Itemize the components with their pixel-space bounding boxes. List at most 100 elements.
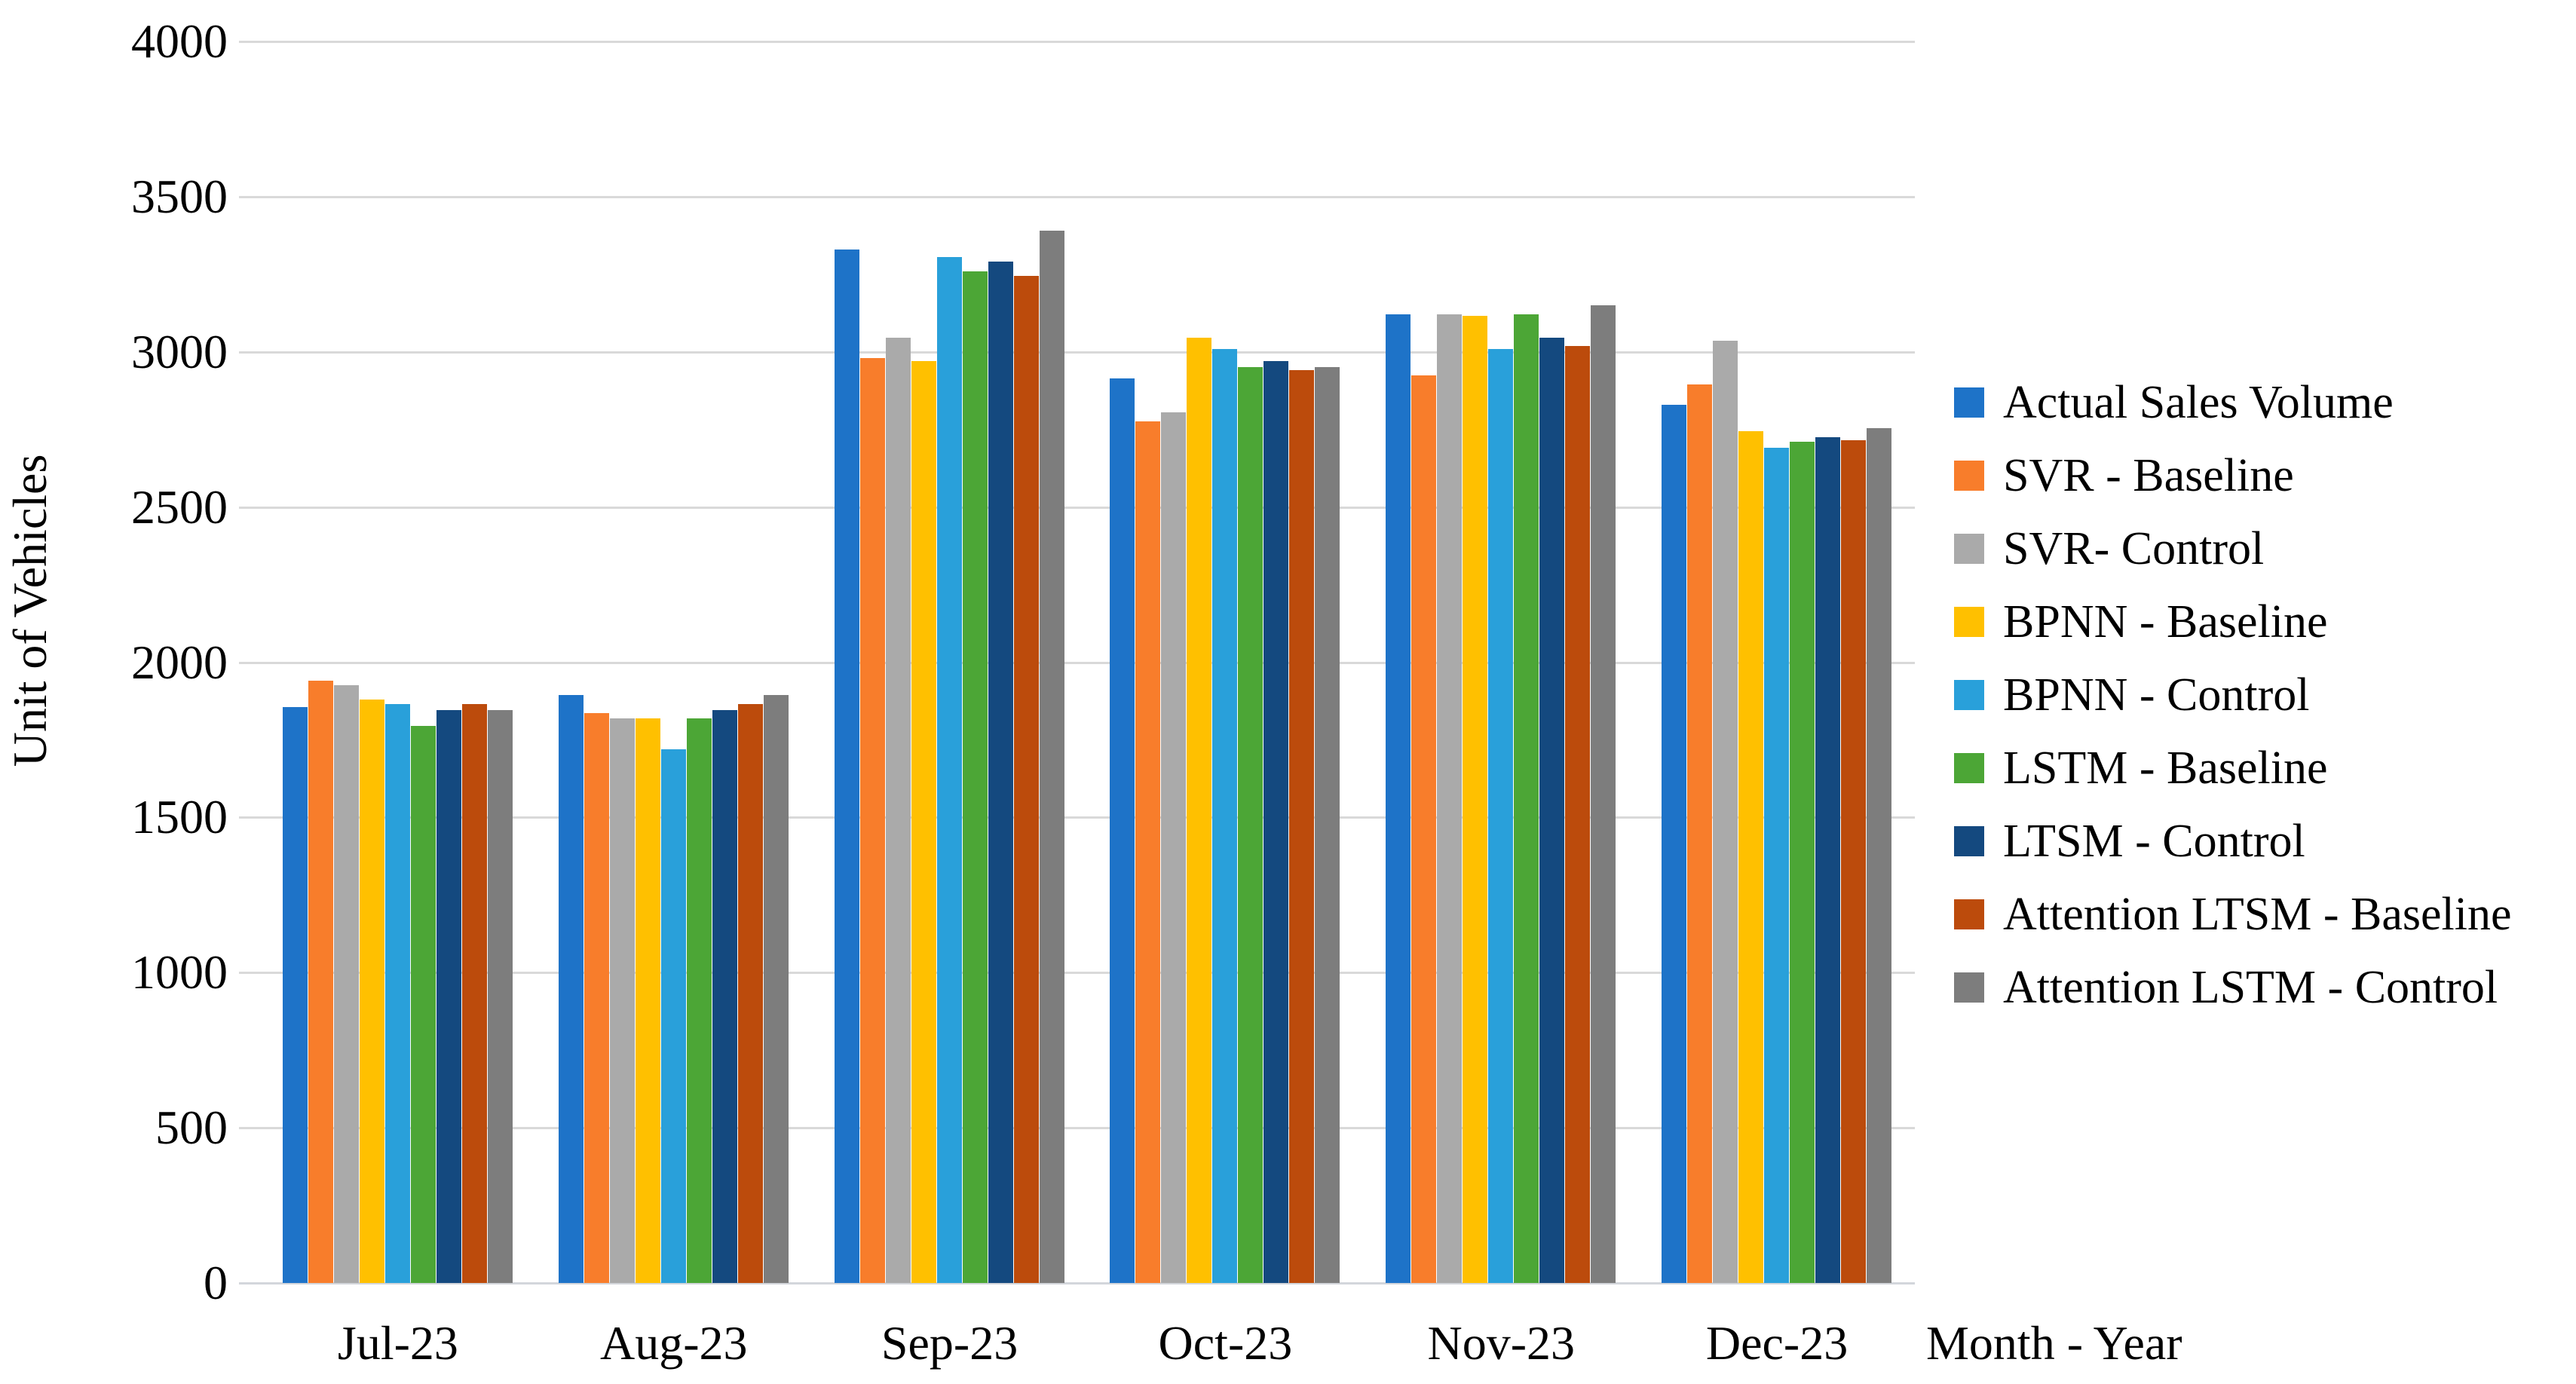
- x-tick-label: Sep-23: [881, 1316, 1018, 1370]
- bar: [885, 338, 911, 1283]
- legend-item: LSTM - Baseline: [1954, 744, 2512, 792]
- legend: Actual Sales Volume SVR - Baseline SVR- Co…: [1954, 378, 2512, 1036]
- bar: [712, 710, 737, 1283]
- x-axis-title: Month - Year: [1926, 1316, 2182, 1370]
- y-tick-label: 2500: [131, 479, 228, 534]
- legend-swatch: [1954, 753, 1984, 783]
- gridline: [239, 972, 1915, 975]
- bar: [1815, 436, 1841, 1283]
- bar: [1187, 338, 1212, 1283]
- y-tick-label: 1000: [131, 945, 228, 1000]
- gridline: [239, 195, 1915, 198]
- bar: [911, 361, 936, 1283]
- bar: [1386, 314, 1411, 1283]
- bar: [1488, 348, 1514, 1283]
- bar: [988, 262, 1013, 1283]
- legend-swatch: [1954, 899, 1984, 929]
- bar: [1764, 448, 1790, 1283]
- legend-label: LSTM - Baseline: [2003, 743, 2328, 794]
- bar: [763, 694, 789, 1283]
- bar: [1212, 348, 1238, 1283]
- bar: [1790, 442, 1815, 1283]
- legend-item: Actual Sales Volume: [1954, 378, 2512, 427]
- bar: [737, 704, 763, 1283]
- bar: [1565, 345, 1591, 1283]
- legend-swatch: [1954, 972, 1984, 1003]
- y-tick-label: 4000: [131, 14, 228, 68]
- x-tick-label: Oct-23: [1158, 1316, 1293, 1370]
- y-tick-label: 2000: [131, 635, 228, 689]
- bar: [1263, 361, 1289, 1283]
- bar: [584, 713, 609, 1283]
- legend-swatch: [1954, 607, 1984, 637]
- bar: [461, 704, 487, 1283]
- legend-item: BPNN - Baseline: [1954, 598, 2512, 646]
- bar: [936, 257, 962, 1283]
- legend-label: Actual Sales Volume: [2003, 377, 2394, 428]
- bar: [1238, 367, 1263, 1283]
- y-tick-label: 3000: [131, 324, 228, 378]
- bar: [834, 249, 859, 1283]
- bar: [609, 718, 635, 1283]
- bar: [1591, 305, 1616, 1283]
- gridline: [239, 661, 1915, 664]
- bar: [384, 704, 410, 1283]
- x-tick-label: Nov-23: [1427, 1316, 1575, 1370]
- legend-item: Attention LSTM - Control: [1954, 963, 2512, 1012]
- bar: [282, 707, 308, 1283]
- bar: [1662, 404, 1687, 1283]
- bar: [1315, 367, 1340, 1283]
- y-tick-label: 1500: [131, 790, 228, 844]
- bar: [1463, 316, 1488, 1283]
- legend-label: BPNN - Baseline: [2003, 596, 2328, 648]
- x-axis-line: [239, 1282, 1915, 1284]
- bar: [1411, 375, 1437, 1283]
- bar: [962, 271, 988, 1283]
- legend-swatch: [1954, 461, 1984, 491]
- bar: [410, 725, 436, 1283]
- bar: [1841, 440, 1867, 1283]
- bar: [1289, 370, 1315, 1283]
- legend-label: Attention LSTM - Control: [2003, 962, 2498, 1013]
- bar: [1135, 421, 1161, 1283]
- bar: [1867, 427, 1892, 1283]
- gridline: [239, 506, 1915, 509]
- legend-swatch: [1954, 534, 1984, 564]
- legend-label: SVR - Baseline: [2003, 450, 2294, 501]
- bar: [1738, 430, 1764, 1283]
- legend-item: SVR- Control: [1954, 525, 2512, 573]
- bar: [859, 357, 885, 1283]
- bar: [1013, 275, 1039, 1283]
- bar: [333, 685, 359, 1283]
- legend-item: LTSM - Control: [1954, 817, 2512, 865]
- bar: [1539, 338, 1565, 1283]
- y-tick-label: 0: [204, 1256, 228, 1309]
- gridline: [239, 41, 1915, 43]
- bar: [1514, 314, 1539, 1283]
- legend-label: LTSM - Control: [2003, 816, 2305, 867]
- bar: [436, 710, 461, 1283]
- gridline: [239, 351, 1915, 354]
- legend-swatch: [1954, 826, 1984, 856]
- legend-label: Attention LTSM - Baseline: [2003, 889, 2512, 940]
- legend-label: SVR- Control: [2003, 523, 2265, 574]
- legend-swatch: [1954, 387, 1984, 418]
- y-tick-label: 3500: [131, 169, 228, 223]
- x-tick-label: Jul-23: [337, 1316, 458, 1370]
- bar: [1713, 341, 1738, 1283]
- bar: [487, 710, 513, 1283]
- bar: [686, 718, 712, 1283]
- bar: [308, 681, 333, 1283]
- bar: [660, 749, 686, 1283]
- legend-swatch: [1954, 680, 1984, 710]
- legend-item: BPNN - Control: [1954, 671, 2512, 719]
- bar: [1687, 384, 1713, 1283]
- legend-item: Attention LTSM - Baseline: [1954, 890, 2512, 938]
- bar: [1437, 314, 1463, 1283]
- x-tick-label: Dec-23: [1705, 1316, 1849, 1370]
- gridline: [239, 816, 1915, 819]
- legend-item: SVR - Baseline: [1954, 452, 2512, 500]
- x-tick-label: Aug-23: [599, 1316, 748, 1370]
- bar: [1161, 412, 1187, 1283]
